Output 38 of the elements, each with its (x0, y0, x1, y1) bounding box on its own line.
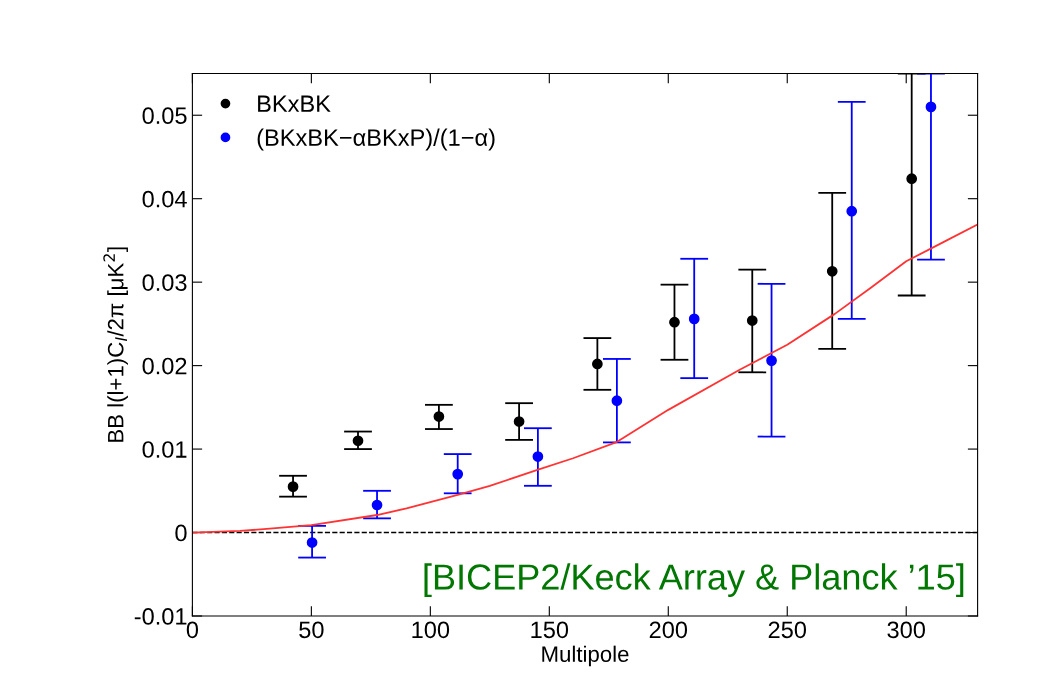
point (688, 313, 700, 325)
point (846, 205, 858, 217)
x-tick-label: 200 (649, 621, 688, 639)
y-tick-label: 0.05 (142, 107, 187, 125)
point (287, 481, 299, 492)
point (513, 416, 525, 427)
y-tick-label: 0.04 (142, 190, 187, 208)
point (371, 499, 383, 511)
point (925, 101, 937, 113)
point (826, 265, 838, 277)
point (452, 468, 464, 480)
y-tick-label: -0.01 (134, 608, 187, 625)
point (532, 451, 544, 462)
point (906, 173, 918, 185)
point (352, 435, 364, 447)
point (611, 395, 623, 407)
line-series (192, 223, 978, 534)
annotation: [BICEP2/Keck Array & Planck ’15] (424, 563, 964, 598)
y-axis-title: BB l(l+1)C$_{l}$/2π [μK$^{2}$] (103, 247, 128, 442)
y-tick-label: 0.01 (142, 441, 187, 458)
y-tick-label: 0.02 (142, 357, 187, 375)
point (306, 537, 318, 548)
point (433, 411, 445, 422)
point (669, 316, 680, 328)
x-tick-label: 50 (299, 621, 324, 639)
x-tick-label: 300 (887, 621, 925, 639)
y-tick-label: 0 (175, 524, 187, 542)
legend-label: (BKxBK−αBKxP)/(1−α) (257, 128, 495, 151)
y-tick-label: 0.03 (142, 274, 187, 291)
legend-label: BKxBK (258, 95, 331, 112)
x-tick-label: 0 (186, 621, 199, 639)
point (746, 315, 758, 326)
x-tick-label: 100 (412, 621, 450, 639)
x-tick-label: 250 (768, 621, 807, 639)
point (592, 358, 603, 370)
x-axis-title: Multipole (542, 645, 629, 667)
x-tick-label: 150 (531, 621, 569, 639)
point (766, 355, 777, 366)
